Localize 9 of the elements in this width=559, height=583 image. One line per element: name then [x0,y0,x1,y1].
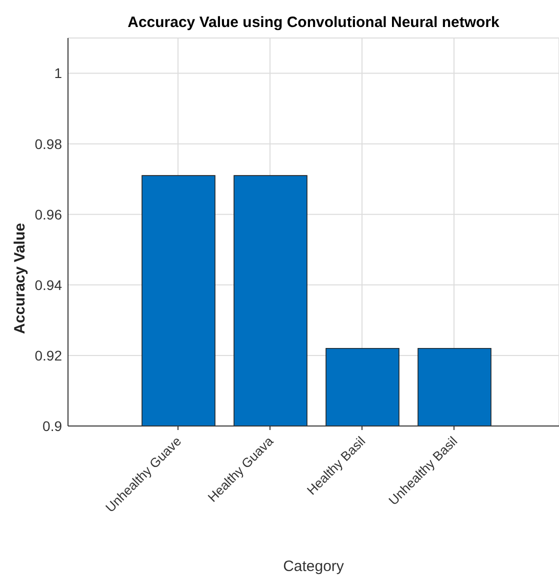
y-tick-label: 0.98 [34,136,62,152]
y-tick-label: 0.96 [34,206,62,222]
chart-title: Accuracy Value using Convolutional Neural network [126,14,500,31]
y-tick-label: 1 [54,65,62,82]
y-tick-label: 0.94 [34,276,62,293]
x-axis-title: Category [282,558,345,575]
y-tick-label: 0.92 [34,347,62,364]
y-axis-title: Accuracy Value [12,222,28,336]
y-tick-label: 0.9 [42,418,62,434]
